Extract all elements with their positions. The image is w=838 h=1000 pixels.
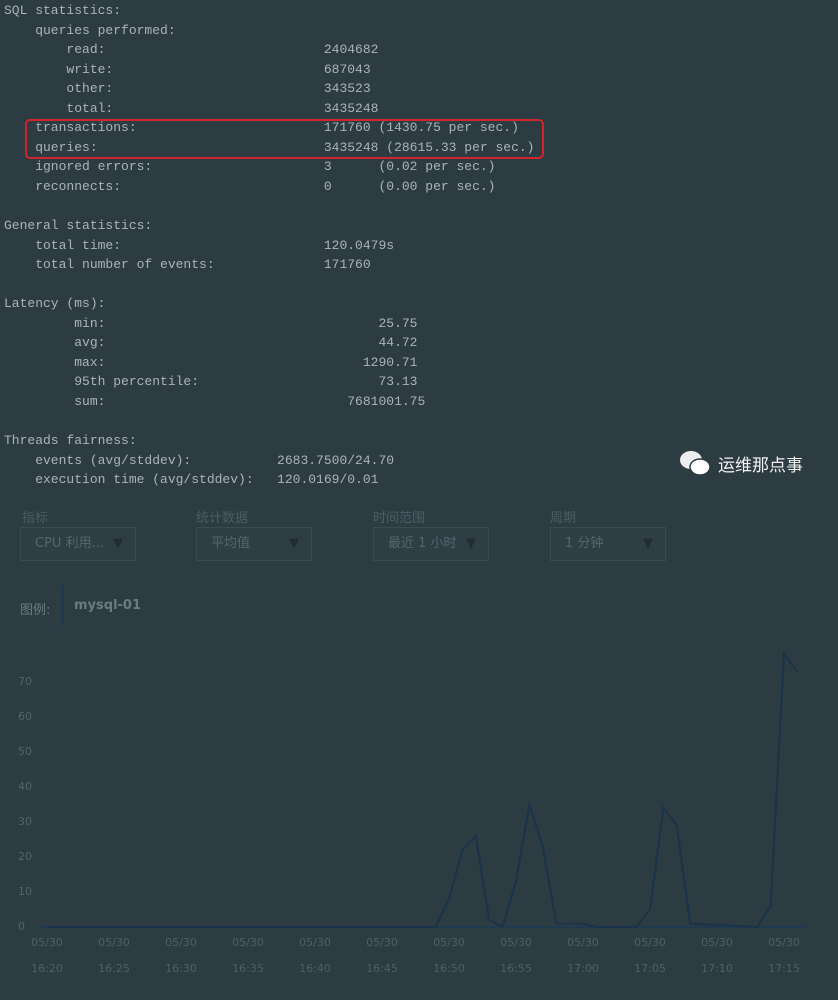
terminal-line: avg: 44.72 <box>4 335 418 351</box>
terminal-line: total time: 120.0479s <box>4 237 395 253</box>
terminal-line: write: 687043 <box>4 61 371 77</box>
terminal-line: Latency (ms): <box>4 296 106 312</box>
terminal-line: other: 343523 <box>4 81 371 97</box>
data-point <box>46 926 48 928</box>
data-point <box>796 670 799 673</box>
data-point <box>461 849 464 851</box>
terminal-line: sum: 7681001.75 <box>4 393 426 409</box>
data-point <box>676 824 678 827</box>
terminal-line: General statistics: <box>4 218 153 234</box>
terminal-line: total: 3435248 <box>4 100 379 116</box>
data-point <box>542 845 544 848</box>
terminal-line: min: 25.75 <box>4 315 418 331</box>
series-line-mysql-01 <box>47 651 799 929</box>
data-point <box>501 926 504 928</box>
data-point <box>595 926 598 928</box>
data-point <box>528 803 531 806</box>
terminal-line: max: 1290.71 <box>4 354 418 370</box>
terminal-line <box>4 411 535 431</box>
data-point <box>756 926 758 928</box>
terminal-line: queries: 3435248 (28615.33 per sec.) <box>4 139 535 155</box>
watermark: 运维那点事 <box>678 448 803 478</box>
terminal-line: Threads fairness: <box>4 433 137 449</box>
terminal-line <box>4 196 535 216</box>
data-point <box>555 922 557 925</box>
data-point <box>635 926 638 928</box>
data-point <box>769 905 772 907</box>
terminal-line: events (avg/stddev): 2683.7500/24.70 <box>4 452 395 468</box>
chart-panel: 指标 统计数据 时间范围 周期 CPU 利用... ▼ 平均值 ▼ 最近 1 小时 ▼… <box>0 505 838 1000</box>
data-point <box>568 922 571 925</box>
terminal-line: reconnects: 0 (0.00 per sec.) <box>4 178 496 194</box>
data-point <box>783 653 785 655</box>
data-point <box>515 880 517 883</box>
terminal-line: queries performed: <box>4 22 176 38</box>
data-point <box>662 807 665 809</box>
data-point <box>689 922 691 925</box>
data-point <box>582 922 584 925</box>
terminal-line: execution time (avg/stddev): 120.0169/0.… <box>4 472 379 488</box>
wechat-icon <box>680 451 711 476</box>
terminal-line <box>4 275 535 295</box>
data-point <box>475 835 477 837</box>
terminal-output: SQL statistics: queries performed: read:… <box>4 1 535 490</box>
data-point <box>649 908 651 911</box>
terminal-line: SQL statistics: <box>4 3 122 18</box>
terminal-line: 95th percentile: 73.13 <box>4 374 418 390</box>
data-point <box>488 919 491 921</box>
terminal-line: read: 2404682 <box>4 42 379 58</box>
terminal-line: total number of events: 171760 <box>4 257 371 273</box>
data-point <box>448 898 450 900</box>
highlight-box <box>25 119 544 159</box>
data-point <box>434 926 437 928</box>
watermark-text: 运维那点事 <box>718 455 803 476</box>
terminal-line: transactions: 171760 (1430.75 per sec.) <box>4 120 519 136</box>
line-chart <box>40 651 805 929</box>
terminal-line: ignored errors: 3 (0.02 per sec.) <box>4 159 496 175</box>
